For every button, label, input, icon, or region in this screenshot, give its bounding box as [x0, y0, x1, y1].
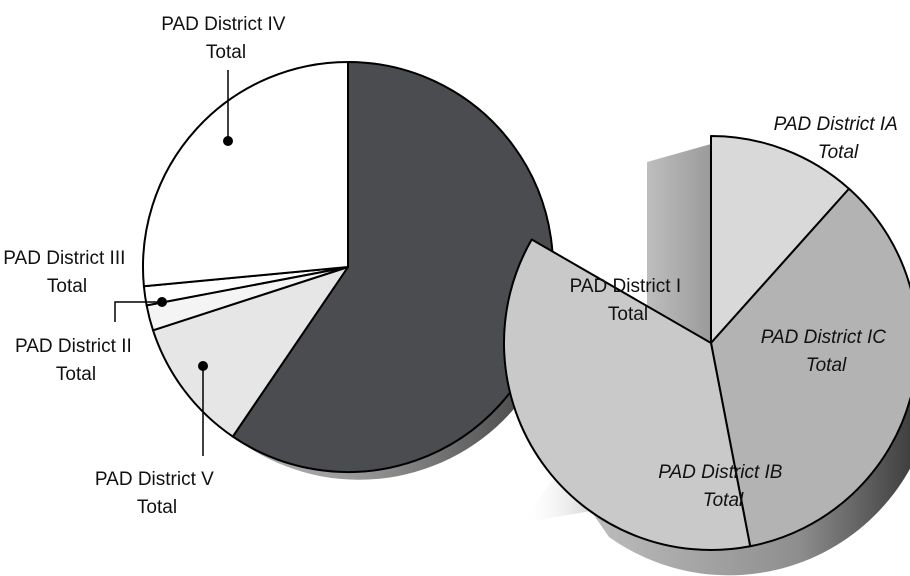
- label-district-ic: PAD District IC Total: [761, 327, 892, 376]
- detail-slice-pad-district-ic-total: [710, 187, 910, 548]
- detail-slice-pad-district-ib-total: [503, 238, 752, 551]
- label-district-ii-line1: PAD District II: [15, 336, 132, 357]
- main-pie: [142, 61, 563, 480]
- label-district-ia-line2: Total: [818, 142, 859, 163]
- leaders: [114, 70, 229, 456]
- label-district-v-line1: PAD District V: [95, 469, 214, 490]
- label-district-i: PAD District I Total: [570, 276, 687, 325]
- label-district-ib-line1: PAD District IB: [658, 462, 783, 483]
- detail-pie-ghost-shadow: [521, 144, 711, 523]
- label-district-iv-line1: PAD District IV: [161, 14, 286, 35]
- label-district-iii-line1: PAD District III: [3, 248, 125, 269]
- label-district-ii: PAD District II Total: [15, 336, 137, 385]
- leader-dot-district-v: [198, 361, 208, 371]
- label-district-v: PAD District V Total: [95, 469, 219, 518]
- label-district-iv-line2: Total: [206, 42, 246, 63]
- detail-pie: [503, 135, 910, 576]
- label-district-ic-line2: Total: [806, 355, 847, 376]
- label-district-ib-line2: Total: [703, 490, 744, 511]
- leader-district-ii: [114, 301, 160, 322]
- main-slice-pad-district-iv-total: [142, 61, 349, 288]
- label-district-iii-line2: Total: [47, 276, 87, 297]
- leader-dots: [157, 136, 233, 371]
- label-district-ic-line1: PAD District IC: [761, 327, 887, 348]
- detail-slice-pad-district-ia-total: [710, 135, 851, 344]
- label-district-ib: PAD District IB Total: [658, 462, 788, 511]
- label-district-i-line1: PAD District I: [570, 276, 682, 297]
- leader-dot-district-ii: [157, 297, 167, 307]
- label-district-iv: PAD District IV Total: [161, 14, 291, 63]
- main-slice-pad-district-v-total: [152, 266, 349, 438]
- label-district-v-line2: Total: [137, 497, 177, 518]
- leader-dot-district-iv: [223, 136, 233, 146]
- label-district-ia: PAD District IA Total: [774, 114, 903, 163]
- detail-pie-extrusion: [591, 399, 910, 576]
- label-district-ia-line1: PAD District IA: [774, 114, 898, 135]
- label-district-ii-line2: Total: [56, 364, 96, 385]
- label-district-iii: PAD District III Total: [3, 248, 130, 297]
- label-district-i-line2: Total: [608, 304, 648, 325]
